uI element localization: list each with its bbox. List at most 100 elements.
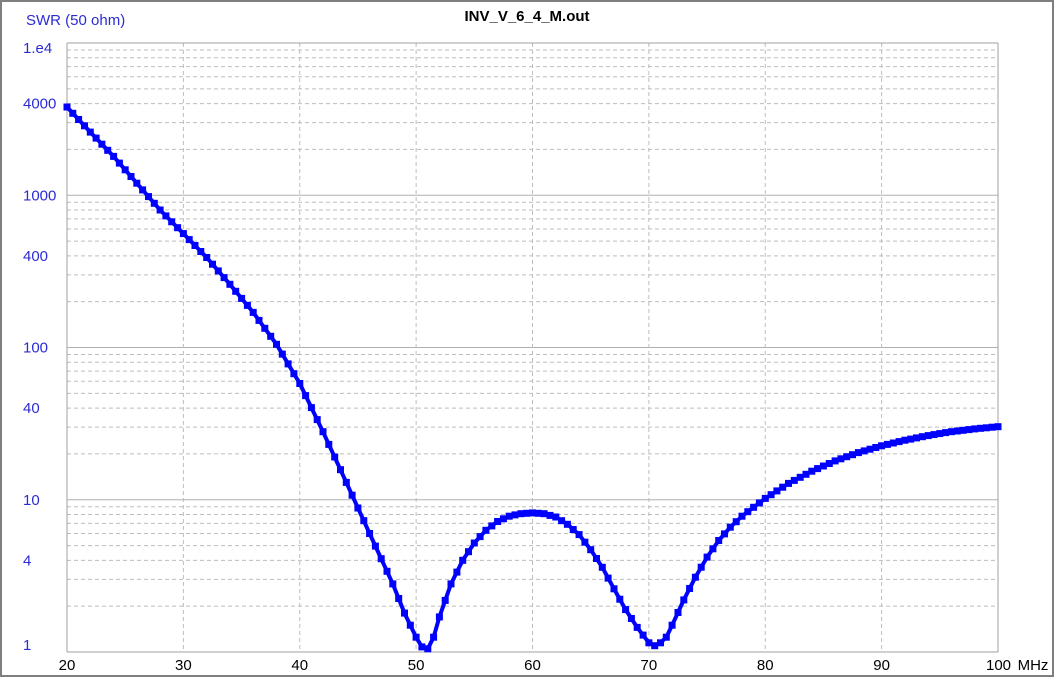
data-point (779, 483, 787, 491)
data-point (331, 453, 339, 461)
data-point (110, 152, 118, 160)
data-point (162, 212, 170, 220)
data-point (98, 140, 106, 148)
data-point (63, 103, 71, 111)
data-point (849, 451, 856, 459)
data-point (296, 380, 304, 387)
data-point (307, 404, 315, 412)
data-point (889, 439, 897, 447)
x-tick-label: 80 (757, 657, 774, 674)
data-point (627, 615, 635, 622)
data-point (907, 435, 915, 443)
data-point (395, 595, 403, 602)
data-point (465, 548, 472, 556)
data-point (872, 444, 880, 451)
data-point (69, 109, 77, 117)
data-point (552, 513, 560, 521)
data-point (686, 585, 694, 592)
data-point (534, 509, 542, 517)
data-point (709, 545, 717, 553)
data-point (243, 301, 251, 309)
data-point (150, 199, 158, 207)
y-tick-label: 1000 (23, 187, 56, 204)
data-point (453, 568, 461, 576)
data-point (942, 429, 950, 437)
x-tick-label: 90 (873, 657, 890, 674)
data-point (203, 254, 211, 261)
data-point (860, 447, 868, 455)
data-point (738, 512, 746, 520)
x-axis-unit: MHz (1018, 657, 1049, 674)
data-point (226, 280, 234, 288)
data-point (825, 460, 833, 467)
data-point (319, 428, 327, 436)
data-point (622, 606, 630, 614)
data-point (418, 643, 426, 651)
data-point (581, 538, 589, 546)
data-point (220, 274, 228, 282)
data-point (412, 633, 420, 641)
data-point (645, 639, 653, 647)
data-point (354, 504, 362, 512)
data-point (127, 173, 135, 180)
data-point (377, 555, 385, 563)
data-point (313, 416, 321, 424)
data-point (179, 230, 187, 238)
chart-title: INV_V_6_4_M.out (464, 8, 589, 25)
data-point (721, 530, 728, 538)
data-point (883, 440, 891, 448)
data-point (115, 159, 123, 167)
data-point (86, 128, 94, 136)
data-point (878, 442, 886, 450)
data-point (546, 511, 554, 519)
data-point (936, 430, 944, 438)
y-tick-label: 10 (23, 492, 40, 509)
data-point (726, 523, 734, 531)
data-point (901, 436, 909, 444)
data-point (750, 503, 758, 511)
data-point (476, 533, 484, 541)
data-point (785, 479, 792, 487)
data-point (255, 316, 263, 324)
y-tick-label: 1.e4 (23, 40, 52, 57)
data-point (982, 424, 990, 432)
data-point (947, 428, 955, 436)
y-tick-label: 4 (23, 552, 31, 569)
data-point (133, 179, 141, 187)
data-point (441, 596, 449, 604)
data-point (732, 518, 740, 526)
data-point (604, 574, 612, 582)
data-point (761, 494, 769, 502)
data-point (918, 433, 926, 441)
data-point (593, 555, 600, 562)
data-point (953, 427, 961, 435)
data-point (523, 509, 531, 517)
data-point (837, 455, 845, 463)
data-point (674, 609, 682, 616)
data-point (494, 518, 502, 525)
data-point (232, 287, 240, 295)
data-point (424, 645, 432, 653)
x-tick-label: 70 (641, 657, 658, 674)
data-point (284, 360, 292, 368)
data-point (814, 465, 822, 473)
data-point (156, 206, 164, 214)
data-point (819, 462, 827, 470)
x-tick-label: 40 (291, 657, 308, 674)
data-point (290, 370, 298, 378)
x-tick-label: 20 (59, 657, 76, 674)
data-point (697, 563, 705, 571)
data-point (447, 580, 455, 588)
data-point (371, 542, 379, 550)
data-point (843, 453, 851, 461)
data-point (366, 530, 374, 537)
data-point (994, 423, 1002, 431)
data-point (977, 424, 984, 432)
data-point (459, 556, 467, 564)
data-point (988, 423, 996, 431)
y-tick-label: 1 (23, 637, 31, 654)
data-point (680, 596, 688, 604)
x-tick-label: 50 (408, 657, 425, 674)
data-point (482, 526, 490, 534)
